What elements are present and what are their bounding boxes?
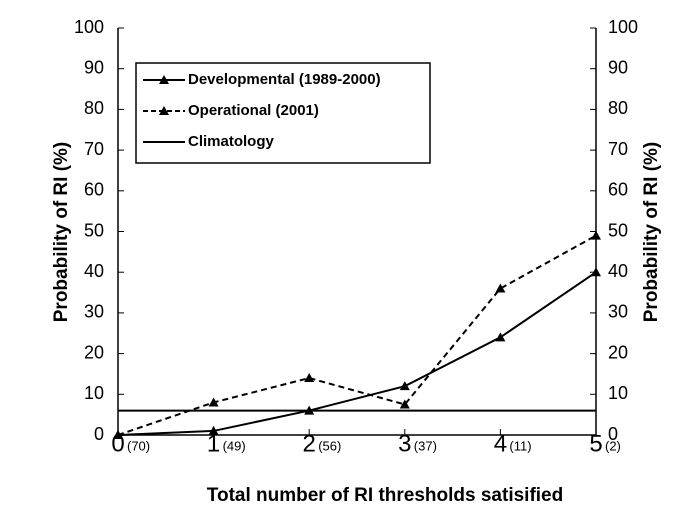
line-series [117,234,597,436]
point [113,430,123,439]
x-tick-label: 2 [303,430,316,457]
y-tick-label: 70 [84,139,104,159]
legend-label: Operational (2001) [188,102,319,119]
x-tick-label: 3 [398,430,411,457]
point [399,381,410,391]
y2-tick-label: 70 [608,139,628,159]
y2-tick-label: 100 [608,17,638,37]
point [208,397,219,407]
y-tick-label: 80 [84,98,104,118]
sample-size: (70) [127,438,150,453]
point [399,399,410,409]
legend-label: Developmental (1989-2000) [188,71,381,88]
line-series [117,271,597,436]
point [591,267,601,277]
y2-tick-label: 60 [608,180,628,200]
sample-size: (49) [223,438,246,453]
y2-tick-label: 20 [608,342,628,362]
y-tick-label: 20 [84,342,104,362]
y-tick-label: 90 [84,57,104,77]
x-tick-label: 1 [207,430,220,457]
y2-tick-label: 30 [608,302,628,322]
point [304,373,315,383]
y2-tick-label: 50 [608,220,628,240]
y-tick-label: 100 [74,17,104,37]
legend-label: Climatology [188,133,274,150]
legend-marker [159,75,169,84]
legend-marker [159,106,169,115]
sample-size: (11) [509,438,531,453]
point [495,332,506,342]
sample-size: (56) [318,438,341,453]
x-tick-label: 5 [589,430,602,457]
sample-size: (2) [605,438,621,453]
y2-tick-label: 80 [608,98,628,118]
point [591,230,601,240]
y2-tick-label: 40 [608,261,628,281]
y-tick-label: 0 [94,424,104,444]
y-axis-label: Probability of RI (%) [51,142,72,323]
y2-tick-label: 90 [608,57,628,77]
y2-tick-label: 10 [608,383,628,403]
point [495,283,506,293]
sample-size: (37) [414,438,437,453]
y2-axis-label: Probability of RI (%) [641,142,662,323]
x-tick-label: 4 [494,430,507,457]
y-tick-label: 50 [84,220,104,240]
y2-tick-label: 0 [608,424,618,444]
y-tick-label: 60 [84,180,104,200]
y-tick-label: 10 [84,383,104,403]
y-tick-label: 30 [84,302,104,322]
point [208,425,219,435]
x-axis-label: Total number of RI thresholds satisified [207,485,563,506]
y-tick-label: 40 [84,261,104,281]
